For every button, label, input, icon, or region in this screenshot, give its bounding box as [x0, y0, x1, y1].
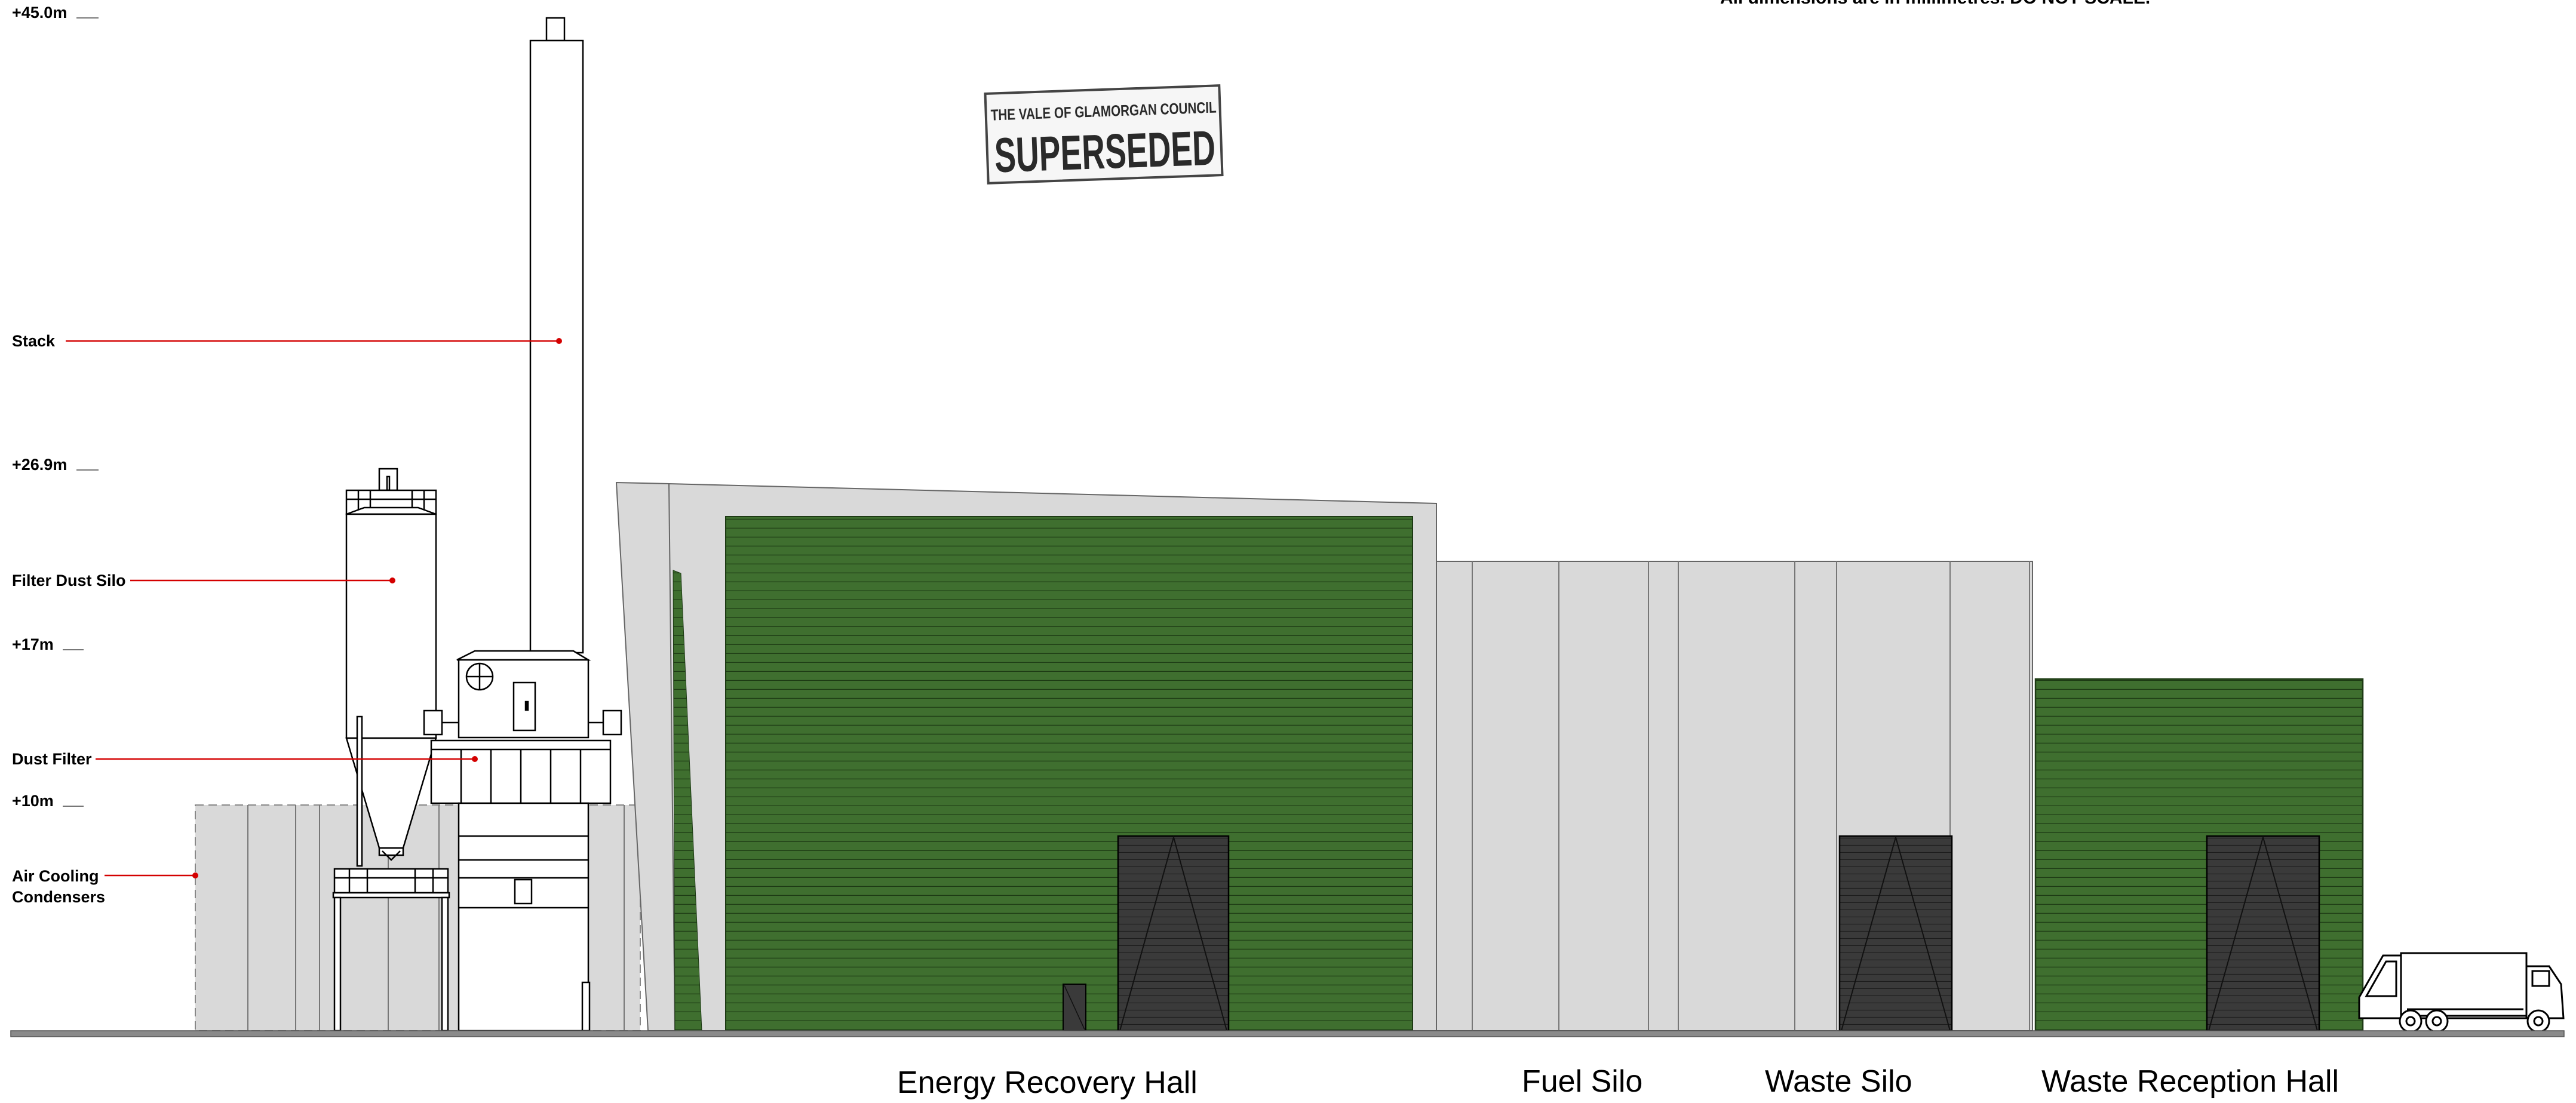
- roller-door-waste-silo: [1838, 835, 1953, 1032]
- air-cooling-label-line2: Condensers: [12, 888, 105, 906]
- level-markers: +45.0m +26.9m +17m +10m: [12, 4, 99, 810]
- level-10-label: +10m: [12, 792, 54, 810]
- level-26-9-label: +26.9m: [12, 456, 67, 474]
- component-callouts: Stack Filter Dust Silo Dust Filter Air C…: [12, 332, 562, 906]
- dust-filter-unit: [423, 650, 622, 1032]
- fuel-silo-label: Fuel Silo: [1522, 1064, 1642, 1099]
- dust-filter-label: Dust Filter: [12, 750, 92, 768]
- air-cooling-label-line1: Air Cooling: [12, 867, 99, 885]
- energy-recovery-hall-label: Energy Recovery Hall: [897, 1065, 1198, 1100]
- stack-label: Stack: [12, 332, 56, 350]
- fuel-and-waste-silo-block: [1436, 561, 2033, 1032]
- ground-line: [10, 1030, 2565, 1037]
- dimensions-note: All dimensions are in millimetres. DO NO…: [1720, 0, 2150, 8]
- energy-recovery-hall: [615, 481, 1437, 1032]
- waste-silo-label: Waste Silo: [1765, 1064, 1912, 1099]
- level-17-label: +17m: [12, 635, 54, 653]
- waste-reception-hall-label: Waste Reception Hall: [2041, 1064, 2339, 1099]
- stamp-superseded-text: SUPERSEDED: [994, 121, 1217, 183]
- refuse-truck: [2358, 952, 2565, 1033]
- building-labels: Energy Recovery Hall Fuel Silo Waste Sil…: [897, 1064, 2339, 1100]
- roller-door-waste-reception: [2206, 835, 2320, 1032]
- filter-dust-silo: [332, 468, 450, 1032]
- level-45-label: +45.0m: [12, 4, 67, 21]
- superseded-stamp: THE VALE OF GLAMORGAN COUNCIL SUPERSEDED: [984, 84, 1224, 185]
- filter-dust-silo-label: Filter Dust Silo: [12, 572, 126, 589]
- roller-door-energy-hall: [1117, 835, 1230, 1032]
- waste-reception-hall: [2034, 678, 2364, 1032]
- stack: [529, 17, 584, 654]
